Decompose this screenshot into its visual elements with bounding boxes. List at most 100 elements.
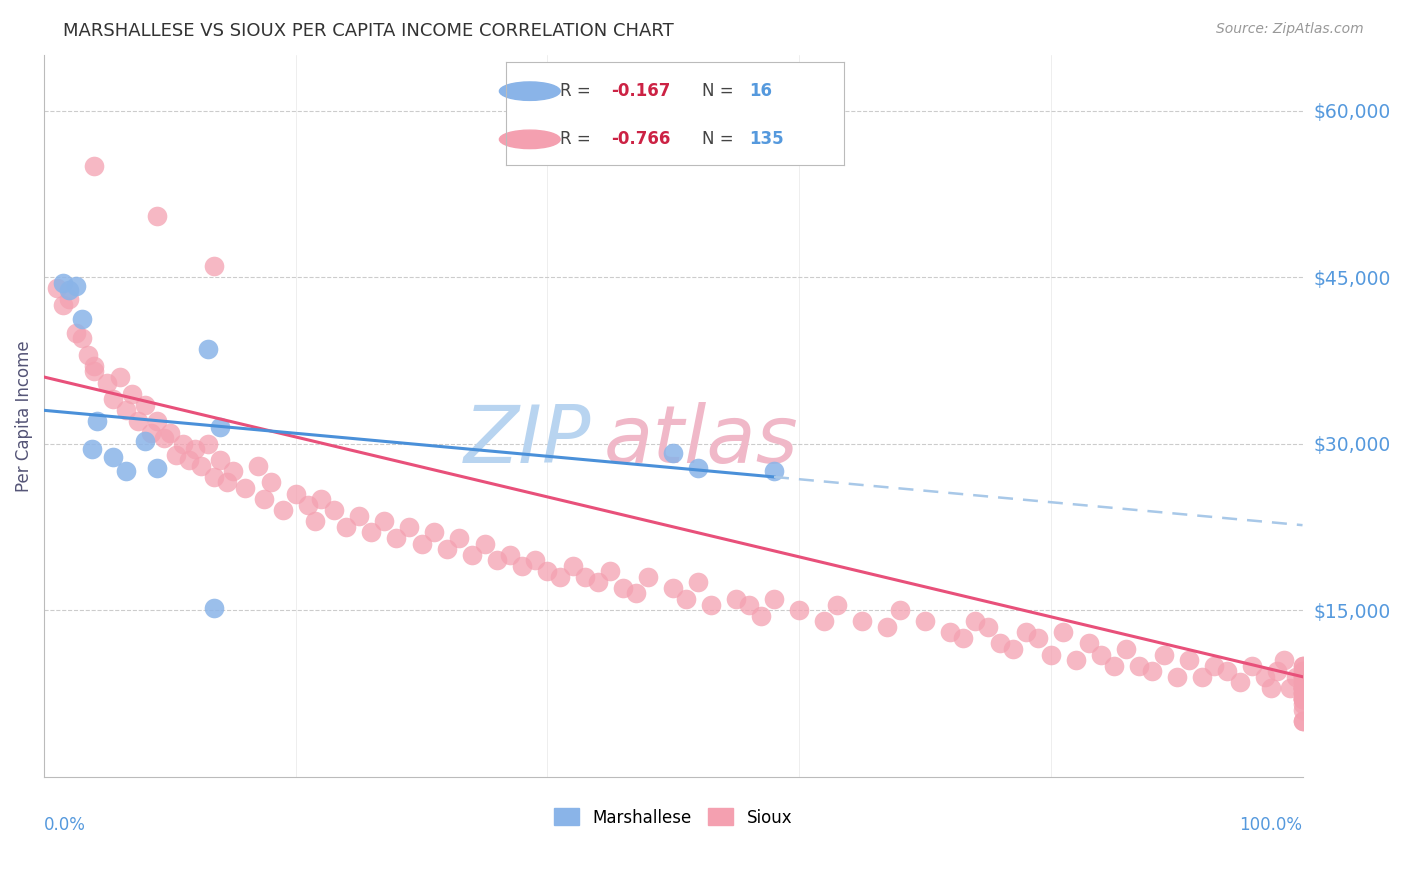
Point (1272, 653, 1295, 667)
Point (825, 598, 848, 612)
Point (1291, 686, 1313, 700)
Point (58, 293, 80, 307)
Circle shape (499, 82, 560, 101)
Point (1140, 664, 1163, 678)
Point (1278, 681, 1301, 695)
Point (1241, 658, 1264, 673)
Point (499, 548, 522, 562)
Point (1260, 681, 1282, 695)
Point (83, 359, 105, 373)
Point (96, 376, 118, 390)
Point (202, 259, 225, 273)
Point (360, 525, 382, 540)
Point (165, 448, 187, 462)
Point (449, 531, 471, 545)
Point (77, 348, 100, 362)
Point (1026, 631, 1049, 645)
Point (103, 392, 125, 407)
Point (1291, 692, 1313, 706)
Point (271, 503, 294, 517)
Point (65, 279, 87, 293)
Point (965, 614, 987, 628)
Text: R =: R = (560, 130, 596, 148)
Point (197, 436, 219, 450)
Point (548, 570, 571, 584)
Point (1291, 675, 1313, 690)
Point (762, 464, 785, 478)
Point (1102, 658, 1125, 673)
Text: Source: ZipAtlas.com: Source: ZipAtlas.com (1216, 22, 1364, 37)
Point (688, 461, 710, 475)
Text: N =: N = (702, 130, 738, 148)
Point (134, 434, 156, 449)
Point (523, 553, 546, 567)
Point (235, 481, 257, 495)
Point (939, 625, 962, 640)
Text: N =: N = (702, 82, 738, 100)
Point (536, 564, 558, 578)
Point (574, 570, 596, 584)
Text: atlas: atlas (605, 402, 799, 480)
Point (1291, 692, 1313, 706)
Point (58, 284, 80, 298)
Point (436, 542, 458, 557)
Point (86, 414, 108, 428)
Text: 16: 16 (749, 82, 772, 100)
Point (197, 343, 219, 357)
Point (952, 631, 974, 645)
Point (1291, 670, 1313, 684)
Point (1291, 681, 1313, 695)
Point (612, 581, 634, 595)
Point (1291, 686, 1313, 700)
Point (128, 414, 150, 428)
Point (1128, 658, 1150, 673)
Point (146, 461, 169, 475)
Point (787, 603, 810, 617)
Point (309, 492, 332, 507)
Point (1291, 670, 1313, 684)
Point (1153, 648, 1175, 662)
Point (139, 425, 162, 440)
Point (1291, 692, 1313, 706)
Point (461, 548, 484, 562)
Point (637, 570, 659, 584)
Point (411, 536, 433, 550)
Point (304, 514, 326, 528)
Point (209, 420, 232, 434)
Text: ZIP: ZIP (464, 402, 592, 480)
Point (561, 558, 583, 573)
Point (134, 398, 156, 412)
Point (202, 601, 225, 615)
Point (1291, 686, 1313, 700)
Text: R =: R = (560, 82, 596, 100)
Point (1291, 703, 1313, 717)
Point (45, 281, 67, 295)
Point (813, 614, 835, 628)
Point (1291, 714, 1313, 728)
Point (1052, 625, 1074, 640)
Point (1254, 670, 1277, 684)
Point (1077, 636, 1099, 650)
Point (1291, 664, 1313, 678)
Point (751, 608, 773, 623)
Point (977, 620, 1000, 634)
Point (121, 386, 143, 401)
Point (259, 475, 281, 490)
Point (1291, 681, 1313, 695)
Point (202, 470, 225, 484)
Point (738, 598, 761, 612)
Point (889, 603, 911, 617)
Point (247, 458, 270, 473)
Point (190, 458, 212, 473)
Point (510, 558, 533, 573)
Point (159, 425, 181, 440)
Point (486, 553, 509, 567)
Point (662, 445, 685, 459)
Point (253, 492, 276, 507)
Point (215, 475, 238, 490)
Point (1291, 692, 1313, 706)
Point (423, 525, 446, 540)
Point (222, 464, 245, 478)
Point (1291, 681, 1313, 695)
Text: 100.0%: 100.0% (1240, 816, 1302, 834)
